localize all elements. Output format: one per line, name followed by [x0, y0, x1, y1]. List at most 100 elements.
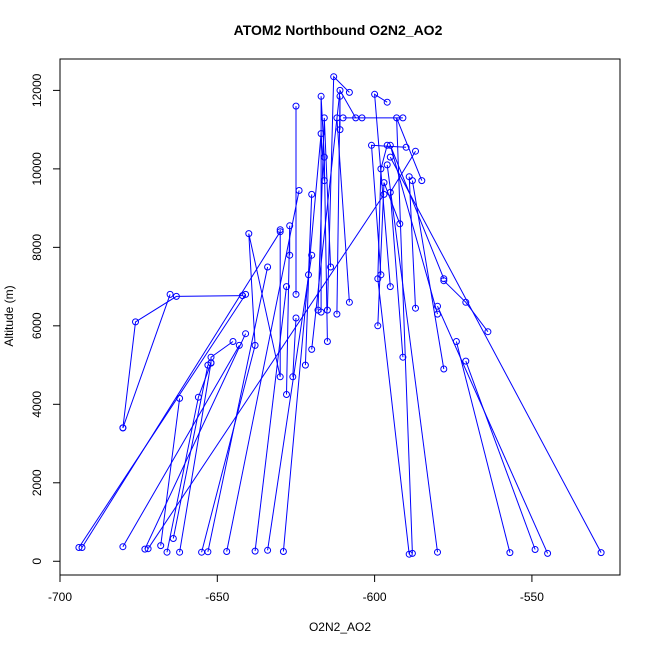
data-point — [368, 141, 375, 149]
data-point — [374, 275, 382, 283]
data-point — [276, 373, 284, 381]
series-line — [465, 360, 536, 550]
data-point — [289, 373, 297, 381]
data-point — [462, 298, 470, 306]
data-point — [434, 548, 441, 556]
data-point — [251, 341, 259, 349]
data-point — [276, 226, 284, 234]
data-point — [440, 365, 448, 373]
data-point — [484, 328, 492, 336]
series-line — [304, 194, 313, 366]
data-point — [176, 548, 184, 556]
series-line — [389, 156, 602, 553]
data-point — [251, 547, 259, 555]
x-axis-label: O2N2_AO2 — [309, 620, 371, 634]
data-point — [408, 549, 416, 557]
data-point — [531, 546, 539, 553]
data-point — [239, 292, 246, 300]
data-point — [169, 535, 177, 542]
data-point — [132, 318, 139, 326]
data-point — [462, 357, 470, 365]
data-point — [301, 361, 309, 369]
data-point — [371, 90, 379, 98]
data-point — [386, 153, 394, 161]
series-line — [377, 145, 410, 555]
data-point — [141, 545, 149, 553]
data-point — [434, 310, 441, 318]
data-point — [383, 98, 391, 106]
series-line — [326, 75, 350, 311]
data-point — [323, 338, 331, 345]
series-line — [81, 231, 281, 548]
series-line — [207, 266, 269, 552]
y-tick-label: 6000 — [30, 312, 44, 339]
data-point — [283, 391, 290, 398]
data-point — [386, 141, 394, 149]
x-axis: -700 -650 -600 -550 — [48, 574, 544, 604]
data-point — [396, 220, 404, 228]
series-line — [179, 362, 212, 553]
x-tick-label: -550 — [520, 590, 544, 604]
data-point — [402, 143, 410, 151]
y-tick-label: 10000 — [30, 152, 44, 186]
x-tick-label: -600 — [363, 590, 387, 604]
data-point — [374, 322, 382, 330]
y-tick-label: 4000 — [30, 391, 44, 418]
data-point — [544, 549, 552, 557]
data-point — [308, 345, 316, 353]
data-point — [434, 302, 441, 310]
series-line — [437, 305, 549, 554]
data-point — [320, 114, 328, 122]
series-line — [122, 294, 171, 429]
x-tick-label: -700 — [48, 590, 72, 604]
data-point — [440, 275, 448, 283]
data-point — [418, 177, 426, 185]
data-point — [264, 263, 272, 271]
series-line — [370, 144, 407, 275]
chart-title: ATOM2 Northbound O2N2_AO2 — [234, 22, 443, 38]
data-point — [229, 338, 237, 345]
data-point — [194, 393, 202, 401]
data-point — [166, 290, 174, 298]
data-point — [393, 114, 401, 122]
series-line — [160, 398, 181, 546]
data-point — [207, 359, 215, 367]
data-point — [276, 228, 284, 236]
data-point — [144, 545, 152, 553]
y-axis: 0 2000 4000 6000 8000 10000 12000 — [30, 73, 61, 565]
data-point — [305, 271, 312, 279]
data-point — [597, 549, 605, 557]
data-point — [345, 298, 353, 306]
series-line — [282, 133, 325, 552]
data-point — [292, 102, 300, 110]
series-line — [386, 164, 438, 553]
data-point — [317, 92, 325, 100]
data-point — [323, 306, 331, 314]
data-point — [383, 141, 391, 149]
series-line — [122, 295, 243, 428]
series-line — [144, 333, 247, 550]
data-point — [408, 177, 416, 185]
series-line — [408, 176, 416, 309]
data-point — [286, 222, 294, 230]
series-line — [336, 117, 350, 303]
data-point — [345, 88, 353, 96]
data-point — [235, 341, 243, 349]
data-point — [223, 548, 231, 555]
data-point — [176, 394, 184, 402]
data-point — [317, 130, 325, 138]
data-point — [204, 548, 212, 556]
data-point — [292, 290, 300, 298]
series-line — [254, 286, 287, 552]
data-point — [295, 187, 303, 194]
data-point — [242, 330, 250, 338]
y-tick-label: 2000 — [30, 469, 44, 496]
data-point — [327, 263, 335, 271]
series-line — [443, 280, 489, 333]
data-point — [440, 277, 448, 285]
data-point — [317, 308, 325, 316]
data-point — [264, 546, 272, 554]
data-point — [308, 190, 316, 198]
series-line — [389, 150, 416, 358]
